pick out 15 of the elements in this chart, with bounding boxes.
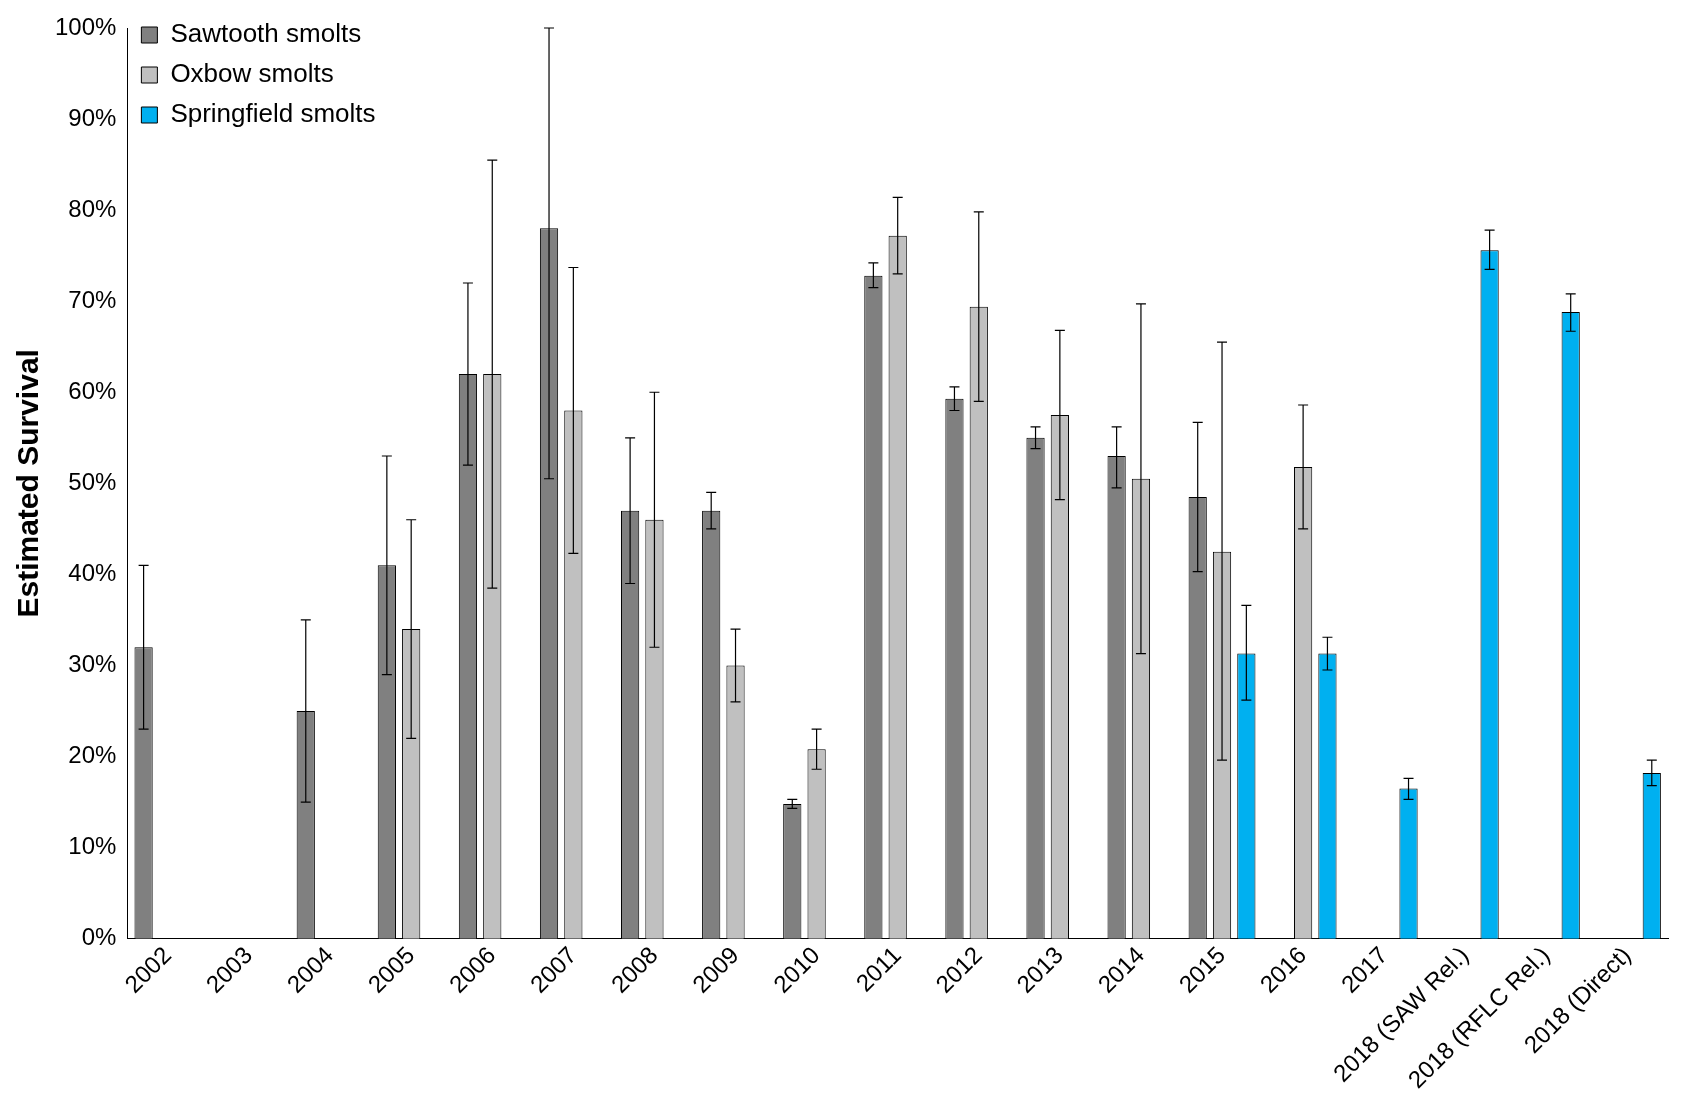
y-tick-label: 60% (68, 376, 117, 404)
y-tick-label: 50% (68, 467, 117, 495)
y-tick-label: 40% (68, 559, 117, 587)
legend-label: Sawtooth smolts (170, 18, 362, 49)
y-tick-label: 70% (68, 285, 117, 313)
y-tick-label: 100% (54, 12, 117, 40)
y-axis-title: Estimated Survival (11, 349, 45, 618)
y-tick-label: 10% (68, 832, 117, 860)
y-tick-label: 20% (68, 741, 117, 769)
y-tick-label: 30% (68, 650, 117, 678)
legend-label: Springfield smolts (170, 98, 376, 129)
y-tick-label: 80% (68, 194, 117, 222)
y-tick-label: 0% (81, 923, 117, 951)
legend-label: Oxbow smolts (170, 58, 334, 89)
y-tick-label: 90% (68, 103, 117, 131)
